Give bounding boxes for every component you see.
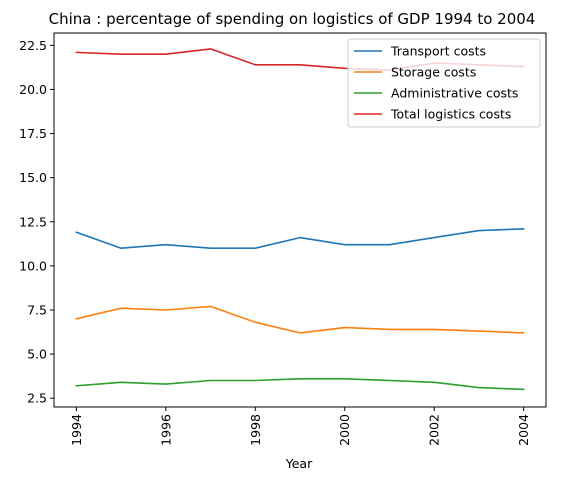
legend-box [347, 38, 541, 128]
legend-label: Transport costs [390, 44, 486, 59]
x-tick-label: 2004 [516, 414, 531, 446]
y-tick-label: 15.0 [19, 170, 47, 185]
chart-title: China : percentage of spending on logist… [49, 10, 536, 28]
x-tick-label: 2002 [427, 414, 442, 446]
x-tick-label: 1994 [69, 414, 84, 446]
x-axis: 1994 1996 1998 2000 2002 2004 [69, 407, 531, 446]
y-tick-label: 22.5 [19, 38, 47, 53]
y-tick-label: 7.5 [27, 302, 47, 317]
y-tick-label: 12.5 [19, 214, 47, 229]
y-tick-label: 20.0 [19, 82, 47, 97]
legend-label: Total logistics costs [390, 107, 511, 122]
x-tick-label: 1996 [158, 414, 173, 446]
x-axis-title: Year [285, 456, 313, 471]
y-tick-label: 5.0 [27, 347, 47, 362]
x-tick-label: 2000 [337, 414, 352, 446]
legend: Transport costs Storage costs Administrati… [347, 38, 541, 128]
y-tick-label: 10.0 [19, 258, 47, 273]
y-tick-label: 17.5 [19, 126, 47, 141]
x-tick-label: 1998 [248, 414, 263, 446]
series-line-transport-costs [75, 227, 525, 249]
legend-label: Administrative costs [391, 86, 518, 101]
legend-label: Storage costs [391, 65, 476, 80]
series-line-administrative-costs [75, 377, 525, 391]
y-tick-label: 2.5 [27, 391, 47, 406]
y-axis: 2.5 5.0 7.5 10.0 12.5 15.0 17.5 20.0 22.5 [19, 38, 54, 406]
series-line-storage-costs [75, 305, 525, 334]
